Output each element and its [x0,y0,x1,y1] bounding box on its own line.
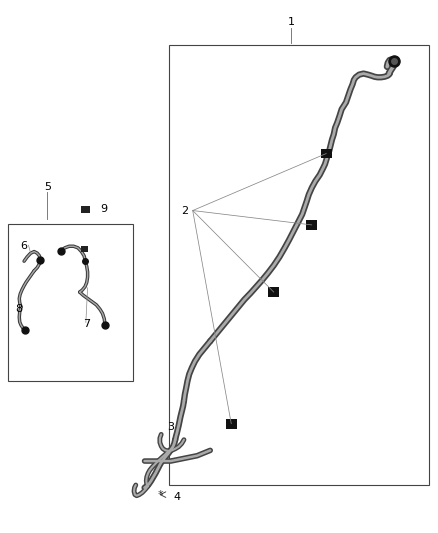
Bar [81,206,90,213]
Bar [268,287,279,297]
Text: *: * [158,490,163,499]
Bar [226,419,237,429]
Text: 1: 1 [288,18,295,27]
Bar [81,246,88,252]
Bar [307,220,317,230]
Text: 5: 5 [44,182,51,191]
Text: 4: 4 [173,492,180,502]
Text: 3: 3 [167,423,174,432]
Bar [8,224,133,381]
Bar [321,149,332,158]
Bar [169,45,429,485]
Text: 2: 2 [181,206,188,215]
Text: 6: 6 [21,241,28,251]
Text: 9: 9 [100,204,107,214]
Text: 7: 7 [83,319,90,328]
Text: 8: 8 [15,304,22,314]
